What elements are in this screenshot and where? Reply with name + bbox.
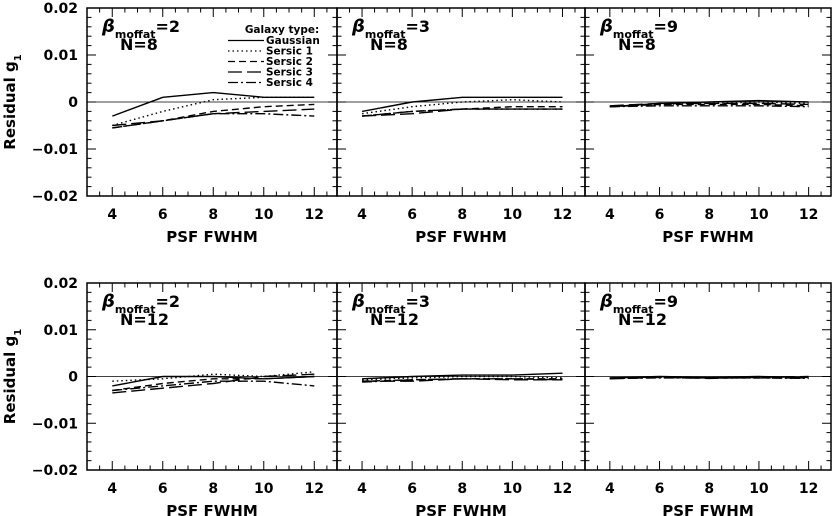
x-tick-label: 12 xyxy=(305,207,324,223)
x-tick-label: 4 xyxy=(605,481,615,497)
x-tick-label: 6 xyxy=(407,481,417,497)
series-line-sersic-3 xyxy=(362,108,563,117)
legend-entry-label: Sersic 2 xyxy=(266,56,313,68)
x-tick-label: 4 xyxy=(605,207,615,223)
series-line-sersic-3 xyxy=(362,378,563,382)
series-line-sersic-4 xyxy=(609,105,809,108)
beta-annotation: βmoffat=3 xyxy=(351,16,430,41)
x-tick-label: 4 xyxy=(357,207,367,223)
panel-bottom-right: 4 6 8 10 12 PSF FWHM βmoffat=9N=12 xyxy=(584,282,832,516)
series-line-sersic-2 xyxy=(609,103,809,108)
y-tick-label: 0 xyxy=(68,370,78,386)
legend-entry-label: Sersic 3 xyxy=(266,67,313,79)
beta-annotation: βmoffat=3 xyxy=(351,291,430,316)
x-axis-label: PSF FWHM xyxy=(166,502,258,516)
y-tick-label: 0.02 xyxy=(43,276,78,292)
x-tick-label: 10 xyxy=(503,481,523,497)
legend-title: Galaxy type: xyxy=(245,24,319,36)
panel-bottom-middle: 4 6 8 10 12 PSF FWHM βmoffat=3N=12 xyxy=(336,282,586,516)
y-tick-label: 0 xyxy=(68,95,78,111)
legend-entry-label: Sersic 1 xyxy=(266,46,313,58)
panel-top-right: 4 6 8 10 12 PSF FWHM βmoffat=9N=8 xyxy=(584,7,832,246)
panel-bottom-left: 4 6 8 10 12 −0.02 −0.01 0 0.01 0.02 PSF FWHM Residu… xyxy=(1,276,338,516)
x-tick-label: 12 xyxy=(799,207,818,223)
series-line-gaussian xyxy=(112,91,315,117)
x-tick-label: 12 xyxy=(799,481,818,497)
x-tick-label: 8 xyxy=(704,207,714,223)
series-line-sersic-4 xyxy=(609,377,809,380)
x-tick-label: 6 xyxy=(158,207,168,223)
x-axis-label: PSF FWHM xyxy=(415,228,507,246)
series-line-sersic-4 xyxy=(112,380,315,392)
x-axis-label: PSF FWHM xyxy=(662,228,754,246)
x-tick-label: 8 xyxy=(704,481,714,497)
y-tick-label: −0.01 xyxy=(32,416,78,432)
y-axis-label: Residual g1 xyxy=(1,329,24,424)
n-annotation: N=8 xyxy=(370,35,408,54)
y-tick-label: −0.02 xyxy=(32,463,78,479)
x-axis-label: PSF FWHM xyxy=(662,502,754,516)
x-tick-label: 12 xyxy=(553,207,572,223)
y-tick-label: 0.02 xyxy=(43,1,78,17)
series-line-sersic-1 xyxy=(362,99,563,115)
x-tick-label: 12 xyxy=(305,481,324,497)
n-annotation: N=8 xyxy=(618,35,656,54)
x-axis-label: PSF FWHM xyxy=(166,228,258,246)
x-tick-label: 4 xyxy=(357,481,367,497)
y-axis-label: Residual g1 xyxy=(1,54,24,149)
x-tick-label: 6 xyxy=(407,207,417,223)
n-annotation: N=12 xyxy=(618,310,667,329)
y-tick-label: −0.01 xyxy=(32,142,78,158)
series-line-sersic-3 xyxy=(112,373,315,394)
series-line-gaussian xyxy=(361,96,563,113)
series-line-sersic-2 xyxy=(112,375,315,392)
y-tick-label: −0.02 xyxy=(32,189,78,205)
series-line-sersic-2 xyxy=(112,103,315,129)
series-line-gaussian xyxy=(112,375,315,387)
y-tick-label: 0.01 xyxy=(43,48,78,64)
x-tick-label: 10 xyxy=(749,207,769,223)
n-annotation: N=12 xyxy=(370,310,419,329)
y-tick-label: 0.01 xyxy=(43,323,78,339)
x-tick-label: 4 xyxy=(107,481,117,497)
panel-top-left: 4 6 8 10 12 −0.02 −0.01 0 0.01 0.02 PSF FWHM Residu… xyxy=(1,1,338,246)
beta-annotation: βmoffat=2 xyxy=(101,291,180,316)
series-line-sersic-4 xyxy=(362,108,563,117)
series-line-sersic-3 xyxy=(112,108,315,127)
series-line-sersic-1 xyxy=(112,96,315,127)
x-tick-label: 8 xyxy=(208,481,218,497)
x-tick-label: 6 xyxy=(655,481,665,497)
x-tick-label: 4 xyxy=(107,207,117,223)
panel-top-middle: 4 6 8 10 12 PSF FWHM βmoffat=3N=8 xyxy=(336,7,586,246)
x-tick-label: 10 xyxy=(749,481,769,497)
x-tick-label: 10 xyxy=(254,207,274,223)
x-tick-label: 8 xyxy=(457,481,467,497)
beta-annotation: βmoffat=2 xyxy=(101,16,180,41)
series-line-sersic-3 xyxy=(609,102,809,107)
x-tick-label: 8 xyxy=(208,207,218,223)
legend-entry-label: Gaussian xyxy=(266,35,320,47)
series-line-sersic-4 xyxy=(362,378,563,383)
n-annotation: N=12 xyxy=(120,310,169,329)
x-axis-label: PSF FWHM xyxy=(415,502,507,516)
beta-annotation: βmoffat=9 xyxy=(599,291,678,316)
x-tick-label: 6 xyxy=(655,207,665,223)
x-tick-label: 12 xyxy=(553,481,572,497)
legend-entry-label: Sersic 4 xyxy=(266,77,313,89)
series-line-sersic-4 xyxy=(112,113,315,129)
beta-annotation: βmoffat=9 xyxy=(599,16,678,41)
x-tick-label: 10 xyxy=(503,207,523,223)
x-tick-label: 8 xyxy=(457,207,467,223)
x-tick-label: 6 xyxy=(158,481,168,497)
x-tick-label: 10 xyxy=(254,481,274,497)
series-line-gaussian xyxy=(362,372,563,380)
series-line-sersic-1 xyxy=(362,375,563,381)
n-annotation: N=8 xyxy=(120,35,158,54)
